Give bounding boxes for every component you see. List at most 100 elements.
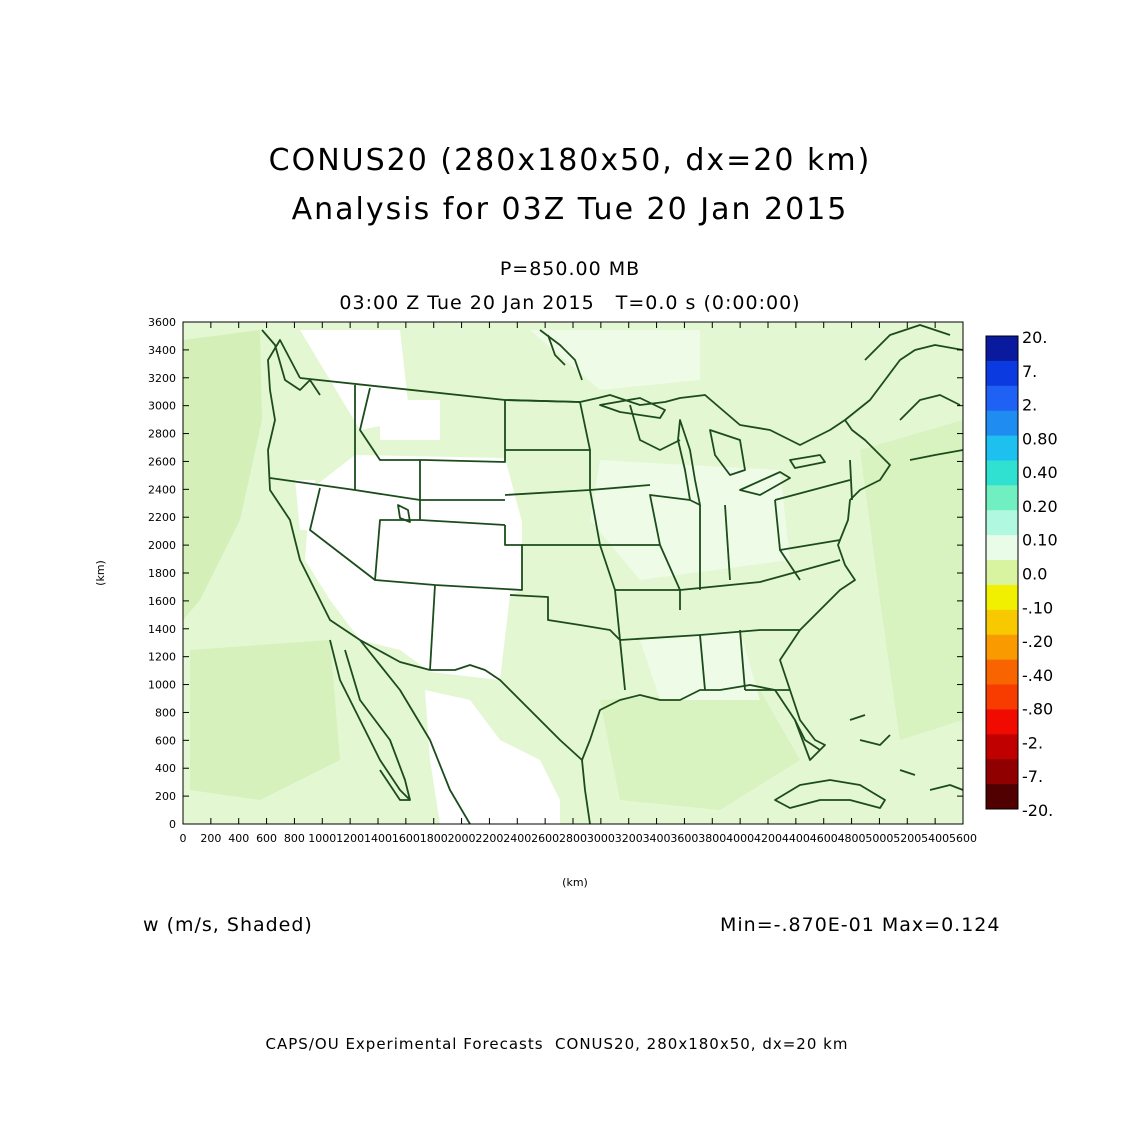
x-tick-label: 1400	[364, 832, 392, 845]
x-tick-label: 2400	[503, 832, 531, 845]
colorbar-swatch	[986, 584, 1018, 611]
colorbar-label: 7.	[1022, 362, 1037, 381]
x-tick-label: 1000	[308, 832, 336, 845]
y-tick-label: 1600	[148, 595, 176, 608]
hispaniola	[929, 784, 963, 791]
colorbar-swatch	[986, 609, 1018, 636]
state-line	[589, 484, 651, 491]
colorbar-label: -2.	[1022, 733, 1043, 752]
y-tick-label: 800	[155, 706, 176, 719]
colorbar-label: -.80	[1022, 700, 1053, 719]
state-line	[619, 629, 800, 641]
colorbar-swatch	[986, 709, 1018, 735]
plot-title: CONUS20 (280x180x50, dx=20 km)	[268, 143, 872, 178]
lake-michigan	[677, 419, 701, 506]
baja-coast	[329, 639, 411, 801]
x-tick-label: 5000	[865, 832, 893, 845]
bahamas	[849, 714, 916, 776]
florida	[794, 719, 821, 751]
colorbar-swatch	[986, 634, 1018, 661]
colorbar-swatch	[986, 360, 1018, 387]
x-tick-label: 4400	[782, 832, 810, 845]
colorbar-swatch	[986, 560, 1018, 586]
field-label: w (m/s, Shaded)	[143, 914, 313, 936]
min-max-label: Min=-.870E-01 Max=0.124	[720, 914, 1001, 936]
state-line	[849, 459, 853, 501]
state-line	[649, 494, 691, 546]
y-tick-label: 3200	[148, 372, 176, 385]
colorbar-label: 0.40	[1022, 463, 1058, 482]
state-line	[699, 634, 706, 691]
y-tick-label: 2000	[148, 539, 176, 552]
state-line	[504, 399, 591, 451]
x-tick-label: 4000	[726, 832, 754, 845]
y-tick-label: 2800	[148, 428, 176, 441]
y-tick-label: 2600	[148, 455, 176, 468]
colorbar-frame	[985, 335, 1019, 810]
x-tick-label: 2200	[475, 832, 503, 845]
x-tick-label: 200	[200, 832, 221, 845]
y-axis-label: (km)	[94, 560, 107, 586]
y-tick-label: 1800	[148, 567, 176, 580]
colorbar-swatch	[986, 659, 1018, 686]
cuba	[774, 779, 886, 809]
footer-credit: CAPS/OU Experimental Forecasts CONUS20, …	[265, 1035, 849, 1053]
shade-patch	[183, 330, 262, 620]
white-region	[425, 690, 560, 824]
white-region	[305, 455, 522, 680]
y-tick-label: 0	[169, 818, 176, 831]
state-line	[522, 544, 621, 641]
colorbar-label: 0.0	[1022, 565, 1047, 584]
great-salt-lake	[397, 504, 411, 523]
lake-huron	[709, 429, 746, 476]
colorbar-swatch	[986, 460, 1018, 486]
colorbar-swatch	[986, 336, 1018, 362]
lake-superior	[599, 397, 666, 419]
valid-time-label: 03:00 Z Tue 20 Jan 2015 T=0.0 s (0:00:00…	[339, 292, 801, 314]
coastline	[864, 324, 951, 361]
x-tick-label: 1200	[336, 832, 364, 845]
colorbar-label: -20.	[1022, 801, 1053, 820]
x-tick-label: 4200	[754, 832, 782, 845]
colorbar-label: 0.20	[1022, 497, 1058, 516]
x-tick-label: 600	[256, 832, 277, 845]
y-tick-label: 2400	[148, 483, 176, 496]
x-tick-label: 3000	[587, 832, 615, 845]
y-tick-label: 1200	[148, 651, 176, 664]
baja-coast	[344, 649, 411, 801]
state-line	[774, 479, 851, 501]
x-tick-label: 800	[284, 832, 305, 845]
colorbar-label: -.20	[1022, 632, 1053, 651]
x-axis-label: (km)	[562, 876, 588, 889]
colorbar-swatch	[986, 510, 1018, 536]
x-tick-label: 3800	[698, 832, 726, 845]
colorbar-label: -.10	[1022, 598, 1053, 617]
state-line	[504, 449, 591, 496]
x-tick-label: 4800	[838, 832, 866, 845]
coastline	[844, 344, 963, 421]
colorbar-label: 0.80	[1022, 429, 1058, 448]
colorbar-swatch	[986, 410, 1018, 437]
colorbar: 20. 7. 2. 0.80 0.40 0.20 0.10 0.0 -.10 -.20 -.40 -.…	[985, 328, 1058, 820]
coastline	[909, 449, 963, 461]
x-tick-label: 3200	[615, 832, 643, 845]
x-tick-label: 0	[180, 832, 187, 845]
coastline	[899, 394, 961, 421]
state-line	[429, 584, 436, 671]
state-line	[589, 489, 601, 546]
colorbar-label: -7.	[1022, 767, 1043, 786]
y-tick-label: 600	[155, 734, 176, 747]
colorbar-label: 0.10	[1022, 531, 1058, 550]
state-line	[600, 544, 681, 610]
white-region	[380, 400, 440, 440]
mexico-coast	[359, 639, 471, 824]
state-line	[739, 629, 746, 691]
y-tick-label: 3600	[148, 316, 176, 329]
x-tick-label: 2000	[448, 832, 476, 845]
shade-patch	[190, 640, 340, 800]
colorbar-swatch	[986, 385, 1018, 412]
x-tick-label: 4600	[810, 832, 838, 845]
x-tick-label: 1600	[392, 832, 420, 845]
mexico-gulf-coast	[581, 759, 591, 824]
